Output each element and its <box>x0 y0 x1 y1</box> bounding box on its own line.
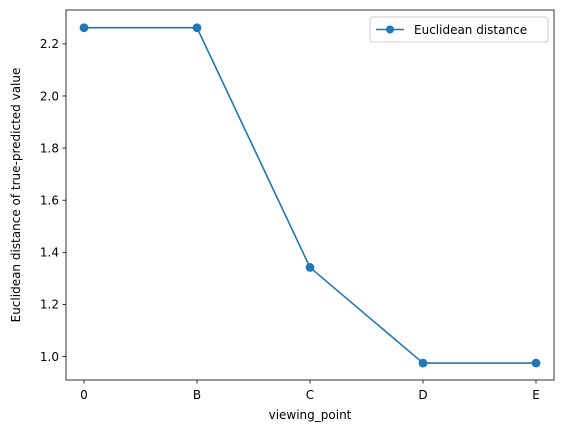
x-tick-label: C <box>306 388 314 402</box>
legend: Euclidean distance <box>369 16 549 43</box>
legend-marker-swatch <box>386 25 394 34</box>
y-tick-label: 2.0 <box>40 89 59 103</box>
y-tick-label: 1.4 <box>40 246 59 260</box>
y-tick-label: 1.8 <box>40 141 59 155</box>
series-layer <box>79 23 541 368</box>
axes-frame <box>65 9 555 381</box>
y-tick-label: 1.2 <box>40 298 59 312</box>
plot-area <box>65 9 555 381</box>
x-axis: 0 B C D E <box>80 380 540 402</box>
y-axis-label: Euclidean distance of true-predicted val… <box>9 68 23 323</box>
x-tick-label: E <box>532 388 540 402</box>
y-tick-label: 1.6 <box>40 194 59 208</box>
x-tick-label: D <box>418 388 427 402</box>
series-line <box>84 26 536 364</box>
x-axis-label: viewing_point <box>269 408 352 422</box>
data-point <box>531 358 541 368</box>
data-point <box>79 23 89 33</box>
legend-label: Euclidean distance <box>414 23 527 37</box>
y-axis: 1.0 1.2 1.4 1.6 1.8 2.0 2.2 <box>40 37 66 364</box>
data-point <box>418 358 428 368</box>
x-tick-label: B <box>193 388 201 402</box>
y-tick-label: 2.2 <box>40 37 59 51</box>
data-point <box>192 23 202 33</box>
legend-box <box>369 16 549 43</box>
x-tick-label: 0 <box>80 388 88 402</box>
data-point <box>305 263 315 272</box>
y-tick-label: 1.0 <box>40 350 59 364</box>
